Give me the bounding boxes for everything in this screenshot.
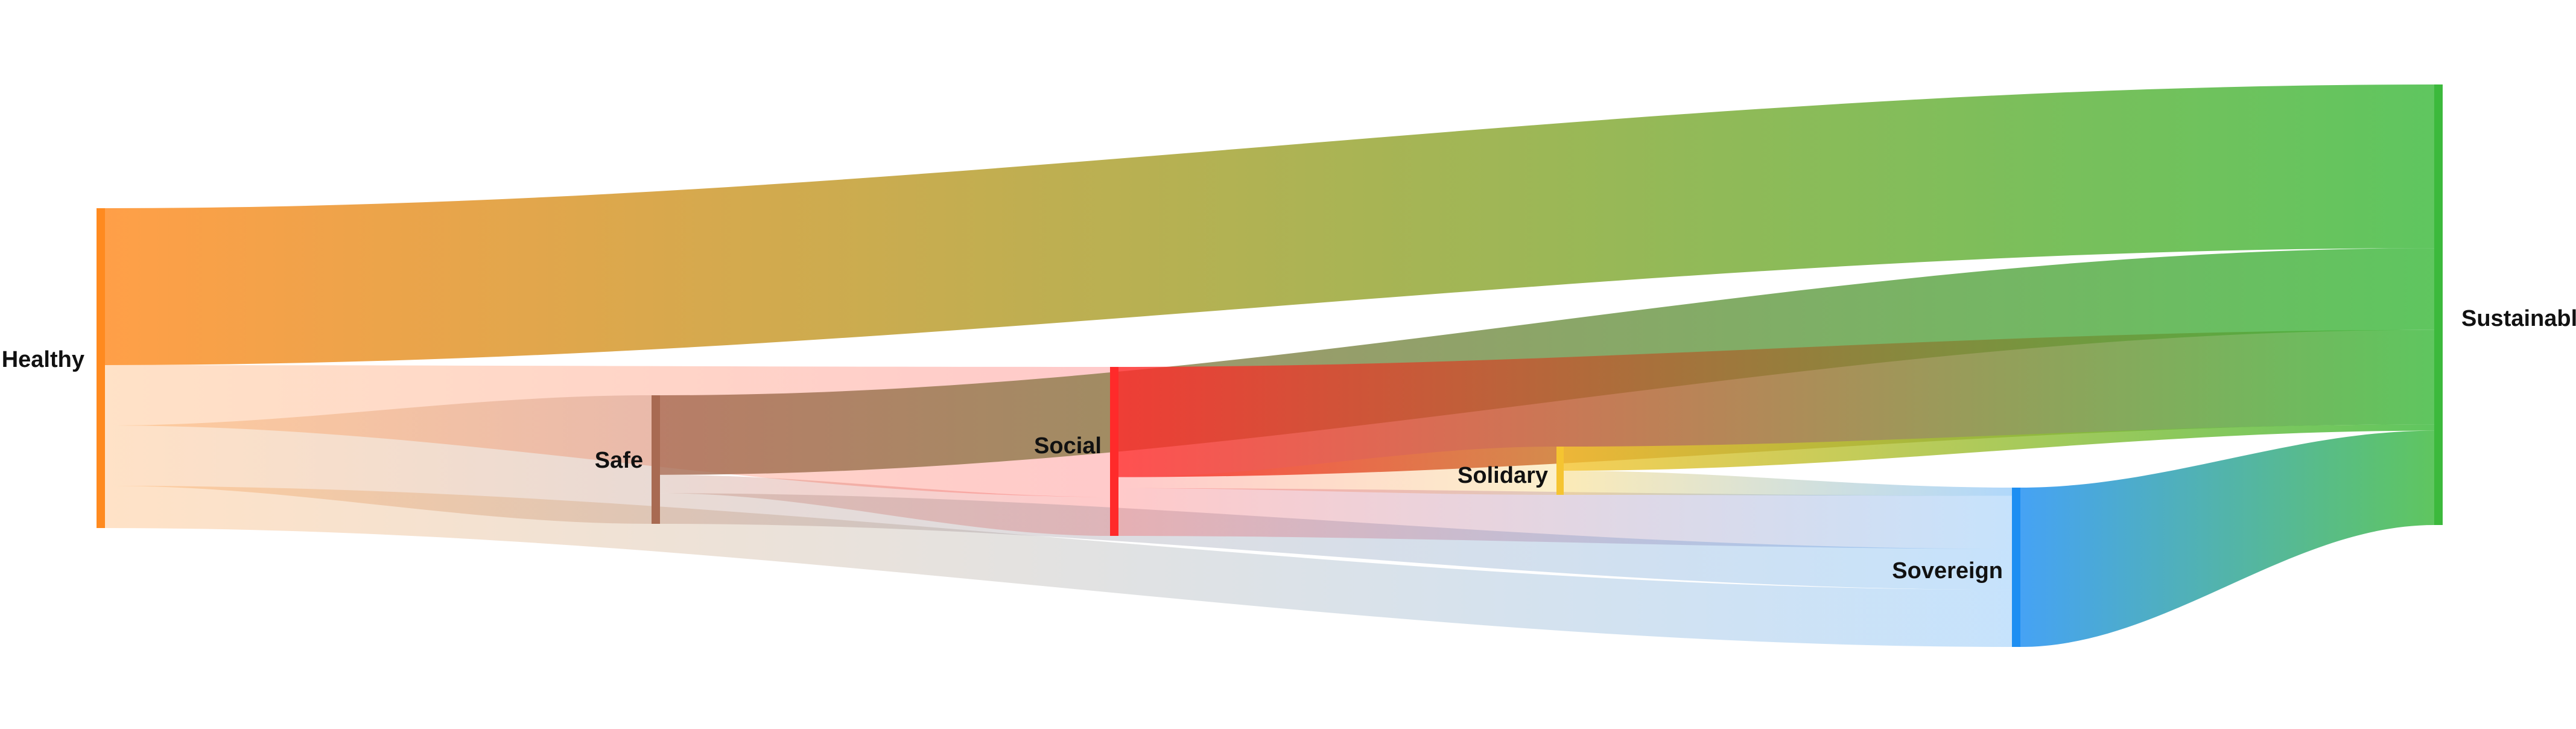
labels-layer: Healthy Safe Social Solidary Sovereign Sustai… [2,306,2576,584]
link-healthy-to-sustainable [105,84,2434,365]
node-social [1110,367,1118,536]
node-sovereign [2012,488,2020,647]
link-social-to-sustainable [1118,329,2434,477]
node-label-social: Social [1034,433,1102,459]
link-solidary-to-sovereign [1564,471,2012,496]
link-social-to-solidary [1118,447,1556,495]
node-sustainable [2434,84,2443,525]
node-solidary [1556,447,1564,495]
link-healthy-to-sovereign [105,486,2012,647]
link-social-to-sovereign [1118,488,2012,549]
node-safe [652,395,660,524]
node-label-safe: Safe [595,448,643,473]
node-label-healthy: Healthy [2,347,84,372]
node-label-solidary: Solidary [1458,463,1548,488]
nodes-layer [97,84,2443,647]
node-healthy [97,208,105,528]
node-label-sovereign: Sovereign [1892,558,2003,584]
link-healthy-to-safe [105,395,652,524]
link-sovereign-to-sustainable [2020,430,2434,647]
links-layer [105,84,2434,647]
node-label-sustainable: Sustainable [2461,306,2576,331]
link-solidary-to-sustainable [1564,424,2434,471]
link-safe-to-sovereign [660,493,2012,590]
